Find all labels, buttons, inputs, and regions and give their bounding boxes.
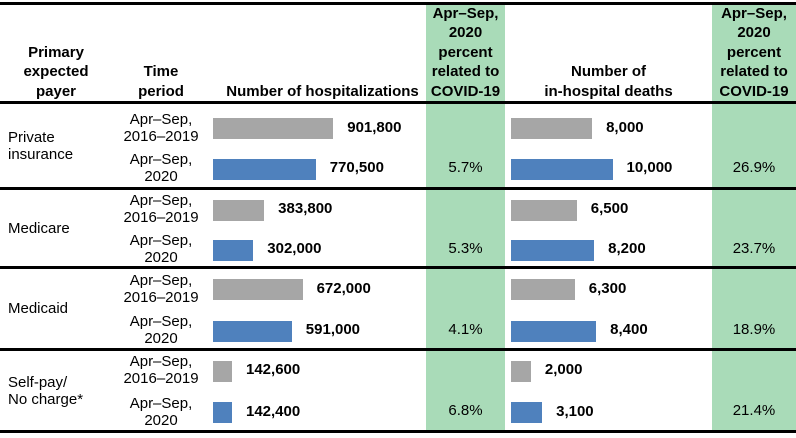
deaths-bar-2020 xyxy=(510,402,543,423)
covid-pct-deaths: 23.7% xyxy=(732,239,776,257)
covid-pct-column-highlight xyxy=(426,5,505,430)
hospitalizations-value-label: 142,400 xyxy=(245,402,301,420)
hospitalizations-value-label: 901,800 xyxy=(347,118,402,136)
deaths-value-label: 8,000 xyxy=(606,118,644,136)
column-header-time-period: Time period xyxy=(138,63,184,100)
column-header-deaths: Number of in-hospital deaths xyxy=(544,63,673,100)
payer-label: Self-pay/No charge* xyxy=(8,373,84,408)
payer-label: Medicaid xyxy=(8,300,69,317)
deaths-value-label: 3,100 xyxy=(556,402,594,420)
header-row: Primary expected payer Time period Number of … xyxy=(0,0,796,101)
covid-pct-deaths: 18.9% xyxy=(732,320,776,338)
hospitalizations-bar-prior xyxy=(213,118,334,139)
column-header-covid-pct-deaths: Apr–Sep, 2020 percent related to COVID-19 xyxy=(719,4,789,100)
hospitalizations-bar-prior xyxy=(213,199,265,221)
hospitalizations-value-label: 591,000 xyxy=(305,321,361,338)
covid-pct-deaths: 21.4% xyxy=(732,402,776,419)
covid-pct-hospitalizations: 5.3% xyxy=(448,239,483,257)
deaths-bar-prior xyxy=(510,279,575,300)
payer-label: Private insurance xyxy=(8,128,74,163)
table-bottom-rule xyxy=(0,430,796,433)
covid-pct-deaths: 26.9% xyxy=(732,158,776,176)
table-top-rule xyxy=(0,2,796,5)
column-header-covid-pct-hospitalizations: Apr–Sep, 2020 percent related to COVID-19 xyxy=(430,4,501,100)
deaths-value-label: 6,300 xyxy=(588,279,627,297)
hospitalizations-value-label: 142,600 xyxy=(246,361,301,378)
horizontal-rule xyxy=(0,348,796,351)
payer-label: Medicare xyxy=(8,219,70,237)
time-period-label: Apr–Sep, 2016–2019 xyxy=(123,110,199,145)
deaths-value-label: 10,000 xyxy=(626,159,673,176)
hospitalizations-bar-2020 xyxy=(213,402,232,423)
time-period-label: Apr–Sep, 2016–2019 xyxy=(123,192,199,226)
time-period-label: Apr–Sep, 2020 xyxy=(129,151,193,185)
covid-pct-hospitalizations: 6.8% xyxy=(448,402,483,419)
hospitalizations-value-label: 383,800 xyxy=(278,200,333,217)
deaths-value-label: 6,500 xyxy=(590,200,629,217)
hospitalizations-value-label: 302,000 xyxy=(267,240,322,257)
deaths-bar-prior xyxy=(510,199,577,221)
deaths-bar-prior xyxy=(510,360,531,382)
column-header-payer: Primary expected payer xyxy=(23,43,89,100)
deaths-bar-prior xyxy=(510,118,593,139)
deaths-bar-2020 xyxy=(510,158,613,180)
deaths-value-label: 8,400 xyxy=(610,321,648,338)
covid-pct-hospitalizations: 4.1% xyxy=(448,320,483,338)
horizontal-rule xyxy=(0,101,796,104)
hospitalizations-bar-2020 xyxy=(213,320,292,342)
hospitalizations-bar-prior xyxy=(213,279,303,300)
covid-pct-column-highlight xyxy=(712,5,796,430)
hospitalizations-value-label: 770,500 xyxy=(329,159,384,176)
deaths-value-label: 2,000 xyxy=(544,361,583,378)
time-period-label: Apr–Sep, 2020 xyxy=(129,232,193,266)
deaths-value-label: 8,200 xyxy=(608,240,646,257)
time-period-label: Apr–Sep, 2016–2019 xyxy=(123,271,199,306)
hospitalizations-bar-2020 xyxy=(213,239,254,261)
time-period-label: Apr–Sep, 2016–2019 xyxy=(123,353,199,387)
time-period-label: Apr–Sep, 2020 xyxy=(129,313,193,347)
horizontal-rule xyxy=(0,187,796,190)
hospitalizations-value-label: 672,000 xyxy=(316,279,371,297)
time-period-label: Apr–Sep, 2020 xyxy=(129,394,193,429)
deaths-bar-2020 xyxy=(510,239,595,261)
horizontal-rule xyxy=(0,266,796,269)
covid-pct-hospitalizations: 5.7% xyxy=(448,158,483,176)
hospitalizations-bar-prior xyxy=(213,360,232,382)
column-header-hospitalizations: Number of hospitalizations xyxy=(226,82,419,100)
deaths-bar-2020 xyxy=(510,320,597,342)
hospitalizations-bar-2020 xyxy=(213,158,316,180)
